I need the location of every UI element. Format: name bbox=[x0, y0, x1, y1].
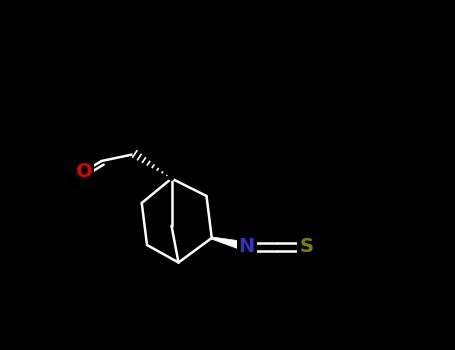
Text: N: N bbox=[238, 237, 255, 256]
Polygon shape bbox=[212, 237, 248, 252]
Text: S: S bbox=[299, 237, 313, 256]
Text: O: O bbox=[76, 162, 92, 181]
